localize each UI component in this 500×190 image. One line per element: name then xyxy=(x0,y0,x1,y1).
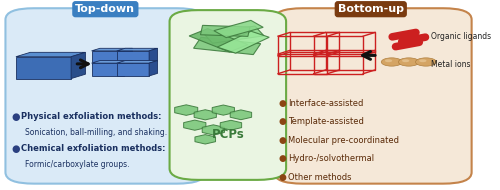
Polygon shape xyxy=(71,52,86,79)
Text: ●: ● xyxy=(278,136,286,145)
Text: ●: ● xyxy=(11,144,20,154)
Polygon shape xyxy=(230,110,252,120)
Polygon shape xyxy=(16,57,71,79)
Text: Organic ligands: Organic ligands xyxy=(430,32,491,41)
Polygon shape xyxy=(149,61,158,76)
Polygon shape xyxy=(204,26,264,43)
Text: Template-assisted: Template-assisted xyxy=(288,117,364,127)
Polygon shape xyxy=(92,48,132,51)
Polygon shape xyxy=(189,29,248,52)
Polygon shape xyxy=(200,25,250,36)
Text: Formic/carboxylate groups.: Formic/carboxylate groups. xyxy=(26,160,130,169)
Polygon shape xyxy=(212,105,234,115)
Polygon shape xyxy=(184,120,206,130)
Text: Sonication, ball-milling, and shaking.: Sonication, ball-milling, and shaking. xyxy=(26,128,168,137)
FancyBboxPatch shape xyxy=(170,10,286,180)
Circle shape xyxy=(385,59,392,62)
Polygon shape xyxy=(202,125,224,135)
Text: ●: ● xyxy=(11,112,20,122)
Polygon shape xyxy=(214,20,263,38)
Text: Hydro-/solvothermal: Hydro-/solvothermal xyxy=(288,154,374,163)
Circle shape xyxy=(416,58,436,66)
Circle shape xyxy=(402,59,409,62)
Text: Physical exfoliation methods:: Physical exfoliation methods: xyxy=(20,112,161,121)
Polygon shape xyxy=(124,61,132,76)
Text: Interface-assisted: Interface-assisted xyxy=(288,99,364,108)
FancyBboxPatch shape xyxy=(6,8,205,184)
Polygon shape xyxy=(117,63,149,76)
Polygon shape xyxy=(92,61,132,63)
Text: ●: ● xyxy=(278,154,286,163)
Polygon shape xyxy=(92,63,124,76)
FancyBboxPatch shape xyxy=(274,8,471,184)
Polygon shape xyxy=(220,120,242,130)
Text: Top-down: Top-down xyxy=(76,4,136,14)
Circle shape xyxy=(398,58,419,66)
Text: ●: ● xyxy=(278,117,286,127)
Text: PCPs: PCPs xyxy=(212,128,244,141)
Circle shape xyxy=(419,59,426,62)
Text: ●: ● xyxy=(278,173,286,182)
Polygon shape xyxy=(117,51,149,64)
Text: Other methods: Other methods xyxy=(288,173,352,182)
Polygon shape xyxy=(194,37,260,55)
Polygon shape xyxy=(16,52,86,57)
Polygon shape xyxy=(174,105,198,115)
Text: Molecular pre-coordinated: Molecular pre-coordinated xyxy=(288,136,400,145)
Polygon shape xyxy=(194,110,216,120)
Text: Bottom-up: Bottom-up xyxy=(338,4,404,14)
Text: ●: ● xyxy=(278,99,286,108)
Polygon shape xyxy=(92,51,124,64)
Text: Metal ions: Metal ions xyxy=(430,60,470,69)
Circle shape xyxy=(381,58,402,66)
Polygon shape xyxy=(195,135,216,144)
Polygon shape xyxy=(124,48,132,64)
Polygon shape xyxy=(117,48,158,51)
Polygon shape xyxy=(149,48,158,64)
Polygon shape xyxy=(117,61,158,63)
Polygon shape xyxy=(218,31,269,53)
Text: Chemical exfoliation methods:: Chemical exfoliation methods: xyxy=(20,144,165,153)
